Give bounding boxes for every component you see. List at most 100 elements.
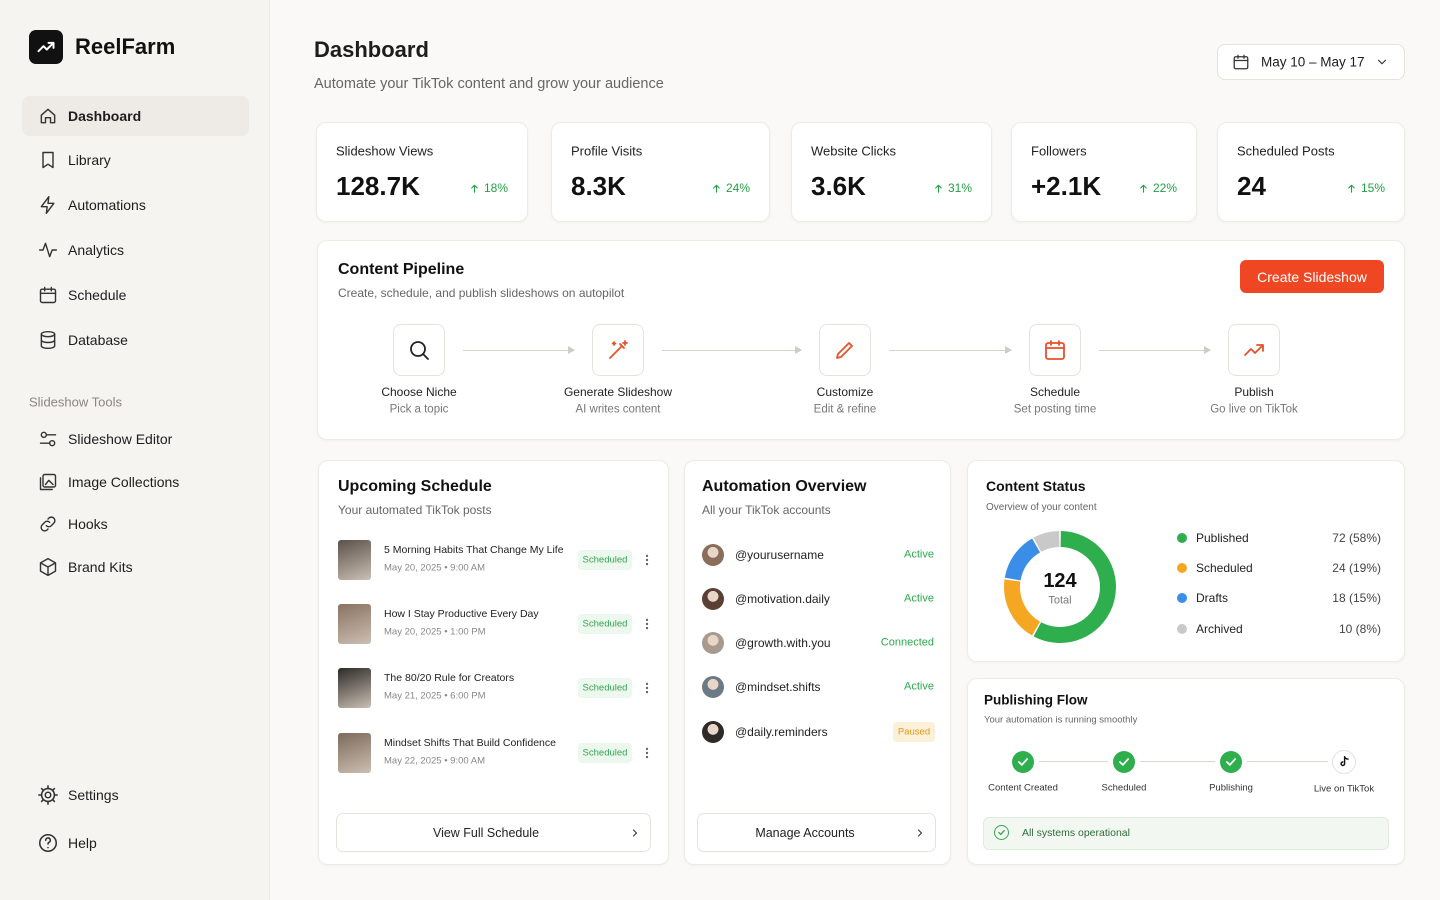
icon bbox=[935, 184, 942, 193]
step-connector bbox=[1099, 350, 1210, 351]
step-icon-box bbox=[819, 324, 871, 376]
nav-label: Hooks bbox=[68, 516, 108, 532]
change-value: 22% bbox=[1152, 181, 1177, 195]
nav-label: Library bbox=[68, 152, 111, 168]
status-text: All systems operational bbox=[1022, 826, 1130, 839]
icon bbox=[39, 473, 57, 491]
date-picker[interactable] bbox=[1217, 44, 1405, 80]
icon bbox=[836, 342, 853, 359]
icon bbox=[1340, 756, 1349, 767]
thumbnail bbox=[338, 733, 371, 773]
post-title: 5 Morning Habits That Change My Life bbox=[384, 543, 564, 556]
date-range: May 10 – May 17 bbox=[1261, 54, 1365, 70]
stat-label: Followers bbox=[1031, 143, 1087, 159]
flow-step-label: Publishing bbox=[1209, 782, 1253, 794]
icon bbox=[632, 829, 638, 837]
nav-item[interactable] bbox=[22, 96, 249, 136]
status-banner bbox=[983, 817, 1389, 850]
change-value: 15% bbox=[1360, 181, 1385, 195]
account-status: Active bbox=[904, 592, 934, 605]
card-title: Content Status bbox=[986, 478, 1086, 494]
step-label: Customize bbox=[816, 385, 874, 399]
icon bbox=[713, 184, 720, 193]
nav-label: Database bbox=[68, 332, 128, 348]
post-date: May 20, 2025 • 1:00 PM bbox=[384, 626, 486, 638]
thumbnail bbox=[338, 604, 371, 644]
thumbnail bbox=[338, 668, 371, 708]
icon bbox=[40, 108, 56, 124]
status-badge bbox=[578, 550, 632, 570]
stat-label: Scheduled Posts bbox=[1237, 143, 1335, 159]
flow-connector bbox=[1039, 761, 1108, 762]
more-menu bbox=[645, 618, 649, 630]
step-icon-box bbox=[1029, 324, 1081, 376]
account-handle: @mindset.shifts bbox=[735, 680, 821, 694]
nav-label: Analytics bbox=[68, 242, 125, 258]
button-label: View Full Schedule bbox=[432, 825, 540, 840]
icon bbox=[39, 286, 57, 304]
icon bbox=[998, 829, 1005, 836]
icon bbox=[38, 242, 58, 258]
logo-mark bbox=[37, 41, 55, 53]
post-date: May 21, 2025 • 6:00 PM bbox=[384, 690, 486, 702]
avatar bbox=[702, 544, 724, 566]
icon bbox=[1244, 344, 1264, 356]
flow-step-label: Scheduled bbox=[1101, 782, 1147, 794]
legend-name: Drafts bbox=[1196, 591, 1229, 605]
step-label: Publish bbox=[1234, 385, 1274, 399]
icon bbox=[1140, 184, 1147, 193]
stat-label: Website Clicks bbox=[811, 143, 897, 159]
stat-card bbox=[1011, 122, 1197, 222]
card-subtitle: Overview of your content bbox=[986, 502, 1097, 513]
stat-value: 128.7K bbox=[336, 171, 420, 201]
more-menu bbox=[645, 682, 649, 694]
logo bbox=[29, 30, 63, 64]
flow-connector bbox=[1140, 761, 1215, 762]
status-badge bbox=[578, 614, 632, 634]
avatar bbox=[702, 632, 724, 654]
view-schedule-button[interactable] bbox=[336, 813, 651, 852]
donut-total: 124 bbox=[1043, 570, 1077, 592]
card-title: Publishing Flow bbox=[984, 692, 1088, 708]
stat-value: 3.6K bbox=[811, 171, 866, 201]
step-sub: Set posting time bbox=[1013, 403, 1097, 416]
avatar bbox=[702, 676, 724, 698]
legend-value: 18 (15%) bbox=[1332, 591, 1381, 605]
manage-accounts-button[interactable] bbox=[697, 813, 936, 852]
status-label: Scheduled bbox=[582, 554, 628, 566]
icon bbox=[1226, 758, 1236, 766]
card-subtitle: Your automation is running smoothly bbox=[984, 714, 1138, 726]
legend-value: 72 (58%) bbox=[1332, 531, 1381, 545]
flow-circle bbox=[1012, 751, 1034, 773]
legend-value: 10 (8%) bbox=[1338, 622, 1381, 636]
sidebar bbox=[0, 0, 270, 900]
stat-change: 18% bbox=[469, 182, 508, 194]
card-title: Upcoming Schedule bbox=[338, 478, 492, 495]
step-connector bbox=[889, 350, 1011, 351]
icon bbox=[39, 557, 57, 577]
icon bbox=[410, 341, 429, 360]
post-title: The 80/20 Rule for Creators bbox=[384, 671, 515, 684]
icon bbox=[38, 833, 58, 853]
step-label: Generate Slideshow bbox=[563, 385, 673, 399]
stat-change: 24% bbox=[711, 182, 750, 194]
step-label: Schedule bbox=[1029, 385, 1081, 399]
step-label: Choose Niche bbox=[381, 385, 457, 399]
nav-label: Schedule bbox=[68, 287, 127, 303]
create-button[interactable] bbox=[1240, 260, 1384, 293]
icon bbox=[40, 330, 56, 350]
legend-dot bbox=[1177, 624, 1187, 634]
post-date: May 20, 2025 • 9:00 AM bbox=[384, 562, 486, 574]
legend-dot bbox=[1177, 533, 1187, 543]
nav-label: Dashboard bbox=[68, 108, 142, 124]
stat-change: 22% bbox=[1138, 182, 1177, 194]
donut-segment bbox=[1033, 531, 1060, 552]
legend-name: Published bbox=[1196, 531, 1249, 545]
donut-total-label: Total bbox=[1048, 594, 1072, 607]
flow-step-label: Content Created bbox=[988, 782, 1058, 794]
stat-change: 15% bbox=[1346, 182, 1385, 194]
connector-arrow bbox=[1204, 346, 1211, 354]
brand-name: ReelFarm bbox=[75, 34, 176, 59]
button-label: Manage Accounts bbox=[755, 825, 855, 840]
